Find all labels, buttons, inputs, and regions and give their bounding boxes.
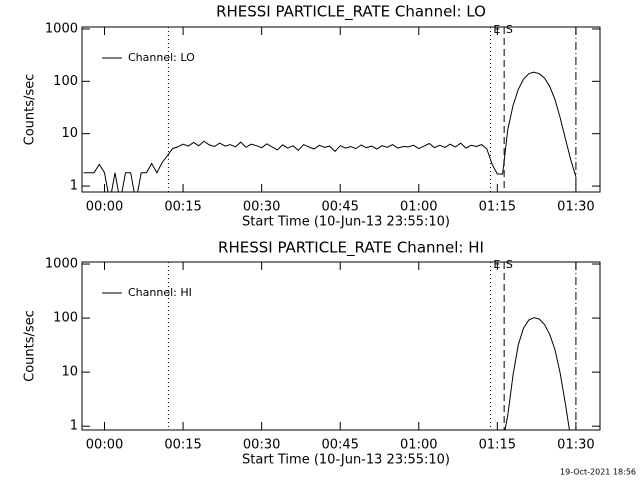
x-axis-label: Start Time (10-Jun-13 23:55:10) <box>242 215 450 230</box>
chart-title: RHESSI PARTICLE_RATE Channel: LO <box>216 3 486 22</box>
data-line <box>83 71 577 192</box>
y-axis-label: Counts/sec <box>23 310 38 382</box>
annotation: S <box>506 258 513 271</box>
x-tick-label: 00:45 <box>321 200 358 215</box>
legend-label: Channel: LO <box>128 51 195 64</box>
x-tick-label: 01:00 <box>400 438 437 453</box>
x-tick-label: 00:00 <box>86 438 123 453</box>
y-axis-label: Counts/sec <box>23 74 38 146</box>
y-tick-label: 10 <box>61 365 78 380</box>
y-tick-label: 100 <box>53 311 78 326</box>
x-tick-label: 00:30 <box>243 438 280 453</box>
annotation: E <box>493 23 500 36</box>
annotation: S <box>506 23 513 36</box>
x-tick-label: 00:30 <box>243 200 280 215</box>
x-axis-label: Start Time (10-Jun-13 23:55:10) <box>242 453 450 468</box>
x-tick-label: 01:30 <box>557 438 594 453</box>
y-tick-label: 1000 <box>45 21 78 36</box>
y-tick-label: 100 <box>53 74 78 89</box>
x-tick-label: 01:30 <box>557 200 594 215</box>
x-tick-label: 01:15 <box>479 438 516 453</box>
timestamp: 19-Oct-2021 18:56 <box>560 468 636 477</box>
chart-title: RHESSI PARTICLE_RATE Channel: HI <box>218 239 484 258</box>
x-tick-label: 00:15 <box>164 200 201 215</box>
x-tick-label: 00:00 <box>86 200 123 215</box>
y-tick-label: 1 <box>70 419 78 434</box>
legend-label: Channel: HI <box>128 286 192 299</box>
x-tick-label: 01:00 <box>400 200 437 215</box>
y-tick-label: 1 <box>70 179 78 194</box>
x-tick-label: 00:15 <box>164 438 201 453</box>
y-tick-label: 10 <box>61 126 78 141</box>
plot-frame <box>81 261 601 431</box>
data-line <box>504 317 570 430</box>
x-tick-label: 01:15 <box>479 200 516 215</box>
y-tick-label: 1000 <box>45 257 78 272</box>
annotation: E <box>493 258 500 271</box>
plot-frame <box>81 26 601 193</box>
x-tick-label: 00:45 <box>321 438 358 453</box>
